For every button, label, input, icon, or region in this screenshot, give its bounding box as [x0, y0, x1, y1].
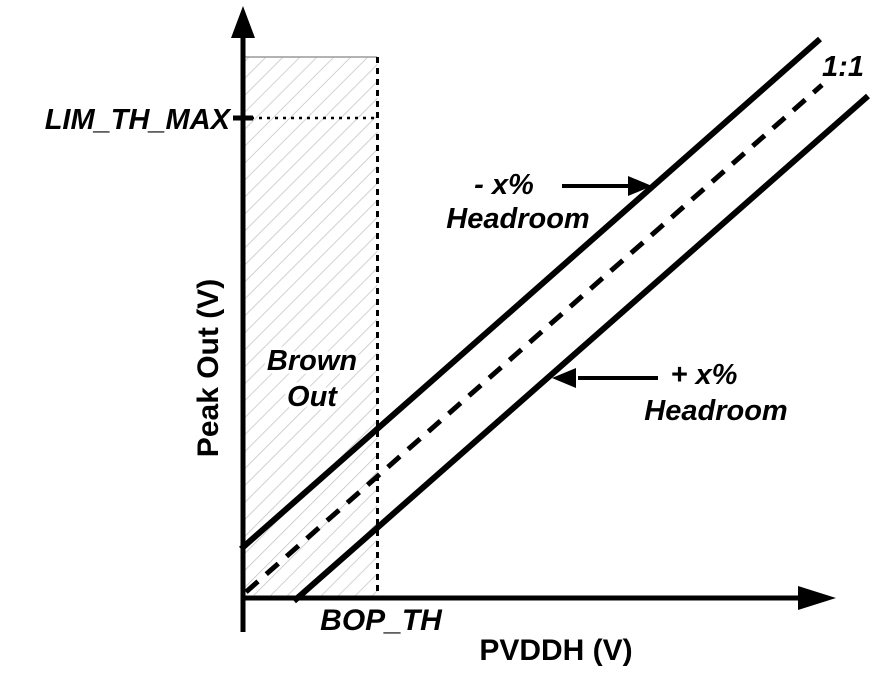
unity-label: 1:1	[822, 51, 864, 83]
x-axis-label: PVDDH (V)	[479, 634, 632, 667]
brown-out-label-line1: Brown	[267, 345, 357, 377]
unity-1to1-line	[244, 83, 824, 594]
plus-headroom-label-line2: Headroom	[644, 395, 787, 427]
y-axis-label: Peak Out (V)	[192, 279, 225, 457]
minus-headroom-label-line2: Headroom	[446, 203, 589, 235]
plus-headroom-label-line1: + x%	[671, 359, 738, 391]
x-axis-arrowhead-icon	[798, 586, 836, 610]
plus-headroom-line	[292, 93, 870, 604]
minus-headroom-label-line1: - x%	[474, 169, 534, 201]
brown-out-region	[245, 57, 378, 598]
minus-headroom-line	[239, 36, 822, 552]
plus-headroom-arrowhead-icon	[552, 368, 576, 388]
y-axis-arrowhead-icon	[231, 6, 255, 38]
lim-th-max-label: LIM_TH_MAX	[45, 104, 232, 136]
brown-out-label-line2: Out	[287, 381, 338, 413]
bop-th-label: BOP_TH	[320, 604, 443, 637]
minus-headroom-arrowhead-icon	[628, 176, 652, 196]
